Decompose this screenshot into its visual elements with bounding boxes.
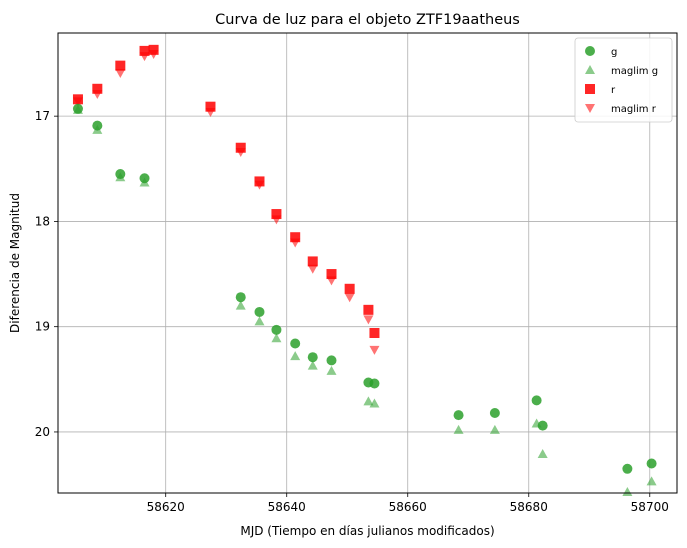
data-point xyxy=(254,306,265,317)
data-point xyxy=(326,365,337,375)
data-marks xyxy=(72,44,657,496)
data-point xyxy=(646,476,657,486)
data-point xyxy=(363,315,374,325)
plot-frame xyxy=(57,32,678,494)
data-point xyxy=(115,60,126,71)
x-axis-title: MJD (Tiempo en días julianos modificados… xyxy=(240,524,494,538)
series-r xyxy=(72,44,380,338)
data-point xyxy=(326,355,337,366)
x-tick-label: 58620 xyxy=(147,500,185,514)
legend: g maglim g r maglim r xyxy=(574,37,673,123)
data-point xyxy=(369,345,380,355)
data-point xyxy=(363,396,374,406)
x-tick-label: 58660 xyxy=(389,500,427,514)
y-tick-label: 20 xyxy=(35,425,50,439)
data-point xyxy=(290,338,301,349)
data-point xyxy=(646,458,657,469)
data-point xyxy=(307,264,318,274)
legend-label: maglim g xyxy=(611,66,658,77)
data-point xyxy=(290,351,301,361)
data-point xyxy=(369,398,380,408)
data-point xyxy=(235,300,246,310)
data-point xyxy=(489,424,500,434)
legend-box xyxy=(574,37,673,123)
data-point xyxy=(115,69,126,78)
data-point xyxy=(290,232,301,243)
data-point xyxy=(254,316,265,326)
legend-marker xyxy=(585,104,595,113)
data-point xyxy=(537,449,548,459)
data-point xyxy=(326,269,337,280)
legend-label: g xyxy=(611,47,617,58)
data-point xyxy=(92,83,103,94)
data-point xyxy=(453,410,464,421)
data-point xyxy=(453,424,464,434)
data-point xyxy=(489,408,500,418)
data-point xyxy=(115,169,126,180)
legend-marker xyxy=(585,46,595,56)
data-point xyxy=(72,103,83,114)
data-point xyxy=(307,352,318,363)
axis-ticks: 58620 58640 58660 58680 58700 17 18 19 20 xyxy=(35,109,669,514)
data-point xyxy=(537,420,548,431)
data-point xyxy=(307,360,318,370)
data-point xyxy=(369,328,380,338)
data-point xyxy=(72,94,83,105)
data-point xyxy=(139,173,150,184)
data-point xyxy=(307,256,318,267)
x-tick-label: 58640 xyxy=(268,500,306,514)
data-point xyxy=(363,304,374,315)
data-point xyxy=(369,378,380,389)
grid xyxy=(58,33,677,493)
data-point xyxy=(139,45,150,56)
series-g xyxy=(72,103,657,474)
y-tick-label: 18 xyxy=(35,214,50,228)
y-tick-label: 19 xyxy=(35,320,50,334)
data-point xyxy=(271,333,282,343)
x-tick-label: 58680 xyxy=(510,500,548,514)
legend-label: r xyxy=(611,85,616,96)
x-tick-label: 58700 xyxy=(631,500,669,514)
data-point xyxy=(235,142,246,153)
data-point xyxy=(344,283,355,294)
data-point xyxy=(235,292,246,303)
data-point xyxy=(531,395,542,406)
chart-title: Curva de luz para el objeto ZTF19aatheus xyxy=(215,12,520,28)
legend-label: maglim r xyxy=(611,104,657,115)
legend-marker xyxy=(585,84,595,94)
y-tick-label: 17 xyxy=(35,109,50,123)
data-point xyxy=(254,176,265,187)
data-point xyxy=(205,101,216,112)
data-point xyxy=(271,324,282,335)
legend-marker xyxy=(585,65,595,74)
data-point xyxy=(271,209,282,220)
data-point xyxy=(92,120,103,131)
y-axis-title: Diferencia de Magnitud xyxy=(8,193,22,333)
data-point xyxy=(344,293,355,303)
data-point xyxy=(622,486,633,496)
data-point xyxy=(622,463,633,474)
data-point xyxy=(148,44,159,55)
